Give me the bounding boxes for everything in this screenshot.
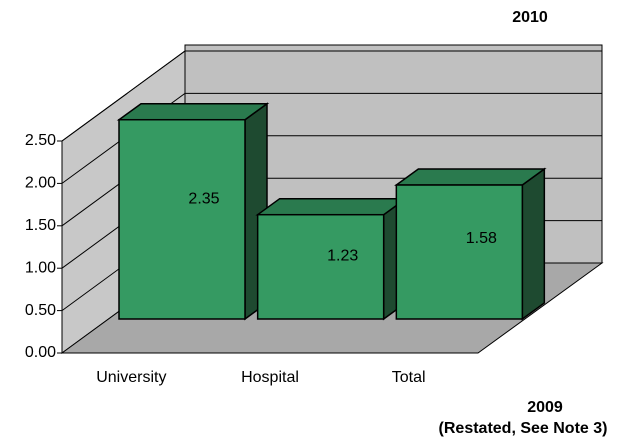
y-tick-label: 1.00 bbox=[25, 259, 56, 276]
bar bbox=[118, 118, 246, 320]
y-tick-label: 2.00 bbox=[25, 175, 56, 192]
y-tick-label: 0.00 bbox=[25, 344, 56, 361]
grid-line bbox=[61, 92, 602, 184]
annotation: 2009 bbox=[527, 399, 563, 416]
y-tick-label: 1.50 bbox=[25, 217, 56, 234]
bar-top bbox=[116, 102, 270, 121]
x-tick-label: University bbox=[96, 369, 166, 386]
x-tick-label: Total bbox=[392, 369, 426, 386]
x-tick-label: Hospital bbox=[241, 369, 299, 386]
bar-top bbox=[394, 168, 547, 186]
y-tick-label: 2.50 bbox=[25, 132, 56, 149]
grid-line bbox=[61, 50, 602, 142]
annotation: 2010 bbox=[512, 9, 548, 26]
bar bbox=[395, 184, 524, 320]
value-label: 1.58 bbox=[466, 230, 497, 247]
annotation: (Restated, See Note 3) bbox=[439, 420, 608, 437]
value-label: 2.35 bbox=[188, 191, 219, 208]
bar-side bbox=[521, 167, 546, 321]
y-tick-label: 0.50 bbox=[25, 302, 56, 319]
bar bbox=[256, 213, 385, 320]
bar-top bbox=[255, 197, 408, 216]
value-label: 1.23 bbox=[327, 248, 358, 265]
